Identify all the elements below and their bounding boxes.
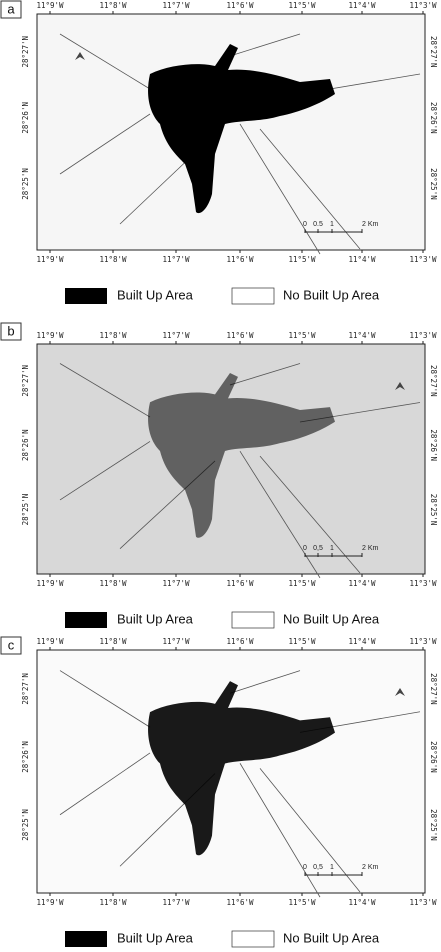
- longitude-label: 11°7'W: [162, 255, 190, 264]
- longitude-label: 11°3'W: [409, 1, 437, 10]
- longitude-label: 11°5'W: [288, 898, 316, 907]
- longitude-label: 11°8'W: [99, 898, 127, 907]
- latitude-label: 28°26'N: [21, 741, 30, 773]
- longitude-label: 11°3'W: [409, 637, 437, 646]
- legend-swatch-unbuilt: [232, 288, 274, 304]
- longitude-label: 11°4'W: [348, 331, 376, 340]
- longitude-label: 11°5'W: [288, 579, 316, 588]
- longitude-label: 11°8'W: [99, 637, 127, 646]
- legend-swatch-built: [65, 612, 107, 628]
- longitude-label: 11°3'W: [409, 898, 437, 907]
- longitude-label: 11°9'W: [36, 1, 64, 10]
- scale-label: 0: [303, 545, 307, 552]
- longitude-label: 11°9'W: [36, 898, 64, 907]
- longitude-label: 11°4'W: [348, 579, 376, 588]
- legend-label: Built Up Area: [117, 930, 194, 945]
- legend-swatch-unbuilt: [232, 931, 274, 947]
- longitude-label: 11°8'W: [99, 331, 127, 340]
- longitude-label: 11°5'W: [288, 637, 316, 646]
- scale-label: 0: [303, 221, 307, 228]
- longitude-label: 11°9'W: [36, 331, 64, 340]
- panel: b 11°9'W 11°8'W 11°7'W 11°6'W 11°5'W 11°4'W 11°…: [1, 323, 438, 628]
- longitude-label: 11°7'W: [162, 1, 190, 10]
- scale-label: 1: [330, 864, 334, 871]
- longitude-label: 11°9'W: [36, 255, 64, 264]
- latitude-label: 28°25'N: [429, 168, 438, 200]
- panel-label: a: [7, 1, 15, 16]
- figure: a 11°9'W 11°8'W 11°7'W 11°6'W 11°5'W 11°4'W 11°…: [0, 0, 441, 952]
- longitude-label: 11°8'W: [99, 255, 127, 264]
- legend-swatch-built: [65, 931, 107, 947]
- latitude-label: 28°27'N: [21, 365, 30, 397]
- panel: c 11°9'W 11°8'W 11°7'W 11°6'W 11°5'W 11°4'W 11°…: [1, 637, 438, 947]
- longitude-label: 11°9'W: [36, 637, 64, 646]
- longitude-label: 11°7'W: [162, 331, 190, 340]
- latitude-label: 28°27'N: [21, 673, 30, 705]
- legend-label: Built Up Area: [117, 611, 194, 626]
- scale-label: 0,5: [313, 545, 323, 552]
- longitude-label: 11°7'W: [162, 898, 190, 907]
- latitude-label: 28°25'N: [21, 809, 30, 841]
- legend-label: No Built Up Area: [283, 930, 380, 945]
- panel-label: b: [7, 323, 14, 338]
- legend-label: No Built Up Area: [283, 287, 380, 302]
- latitude-label: 28°27'N: [429, 673, 438, 705]
- latitude-label: 28°26'N: [429, 429, 438, 461]
- legend-swatch-unbuilt: [232, 612, 274, 628]
- scale-label: 2 Km: [362, 221, 379, 228]
- panel: a 11°9'W 11°8'W 11°7'W 11°6'W 11°5'W 11°4'W 11°…: [1, 1, 438, 304]
- longitude-label: 11°4'W: [348, 637, 376, 646]
- longitude-label: 11°6'W: [226, 1, 254, 10]
- latitude-label: 28°25'N: [21, 168, 30, 200]
- longitude-label: 11°3'W: [409, 255, 437, 264]
- longitude-label: 11°9'W: [36, 579, 64, 588]
- longitude-label: 11°5'W: [288, 1, 316, 10]
- longitude-label: 11°7'W: [162, 637, 190, 646]
- latitude-label: 28°27'N: [429, 365, 438, 397]
- longitude-label: 11°4'W: [348, 255, 376, 264]
- longitude-label: 11°6'W: [226, 637, 254, 646]
- longitude-label: 11°7'W: [162, 579, 190, 588]
- scale-label: 0,5: [313, 864, 323, 871]
- scale-label: 2 Km: [362, 864, 379, 871]
- panel-label: c: [8, 637, 15, 652]
- scale-label: 1: [330, 221, 334, 228]
- latitude-label: 28°26'N: [21, 102, 30, 134]
- longitude-label: 11°6'W: [226, 255, 254, 264]
- longitude-label: 11°6'W: [226, 898, 254, 907]
- longitude-label: 11°4'W: [348, 898, 376, 907]
- longitude-label: 11°5'W: [288, 331, 316, 340]
- scale-label: 0.5: [313, 221, 323, 228]
- scale-label: 1: [330, 545, 334, 552]
- latitude-label: 28°26'N: [429, 102, 438, 134]
- longitude-label: 11°3'W: [409, 579, 437, 588]
- longitude-label: 11°6'W: [226, 331, 254, 340]
- latitude-label: 28°25'N: [21, 494, 30, 526]
- longitude-label: 11°4'W: [348, 1, 376, 10]
- legend-label: No Built Up Area: [283, 611, 380, 626]
- latitude-label: 28°27'N: [429, 36, 438, 68]
- latitude-label: 28°26'N: [429, 741, 438, 773]
- latitude-label: 28°27'N: [21, 36, 30, 68]
- legend-swatch-built: [65, 288, 107, 304]
- scale-label: 2 Km: [362, 545, 379, 552]
- longitude-label: 11°8'W: [99, 579, 127, 588]
- scale-label: 0: [303, 864, 307, 871]
- latitude-label: 28°25'N: [429, 494, 438, 526]
- longitude-label: 11°3'W: [409, 331, 437, 340]
- longitude-label: 11°5'W: [288, 255, 316, 264]
- longitude-label: 11°8'W: [99, 1, 127, 10]
- legend-label: Built Up Area: [117, 287, 194, 302]
- latitude-label: 28°26'N: [21, 429, 30, 461]
- longitude-label: 11°6'W: [226, 579, 254, 588]
- latitude-label: 28°25'N: [429, 809, 438, 841]
